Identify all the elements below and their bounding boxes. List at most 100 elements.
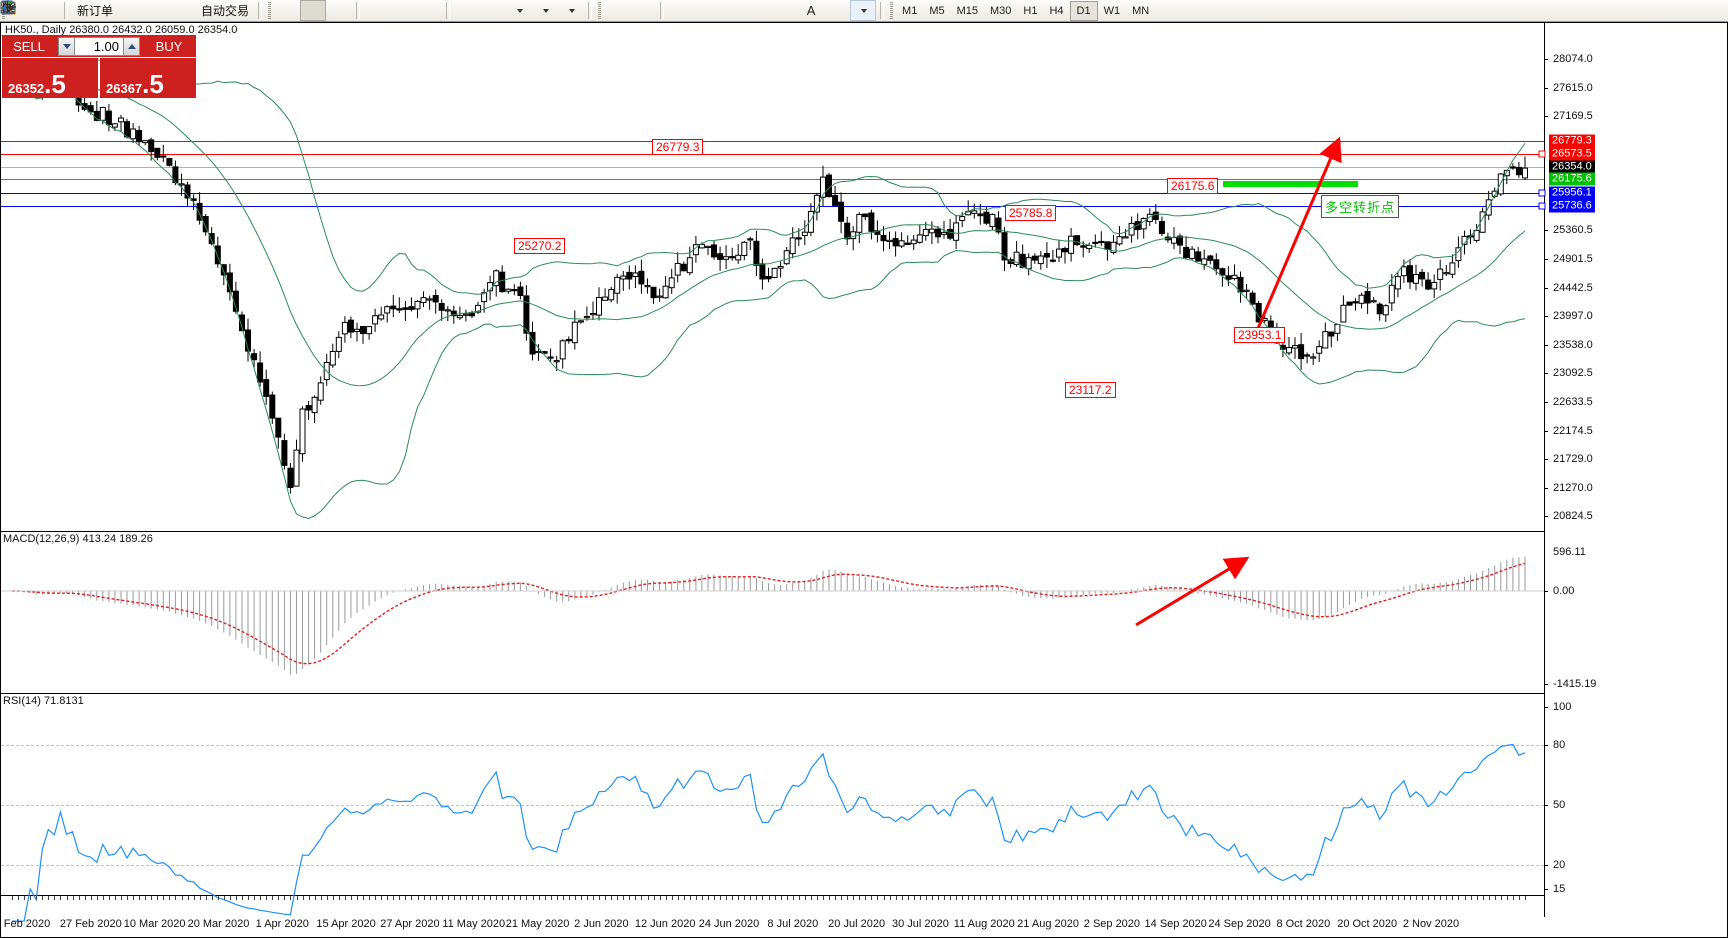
annotation-turning-point[interactable]: 多空转折点 xyxy=(1321,195,1400,218)
timeframe-w1[interactable]: W1 xyxy=(1103,4,1121,17)
date-axis-tick xyxy=(1349,896,1351,900)
rsi-level-80 xyxy=(1,745,1544,746)
support-zone-marker[interactable] xyxy=(1223,181,1358,187)
price-level-26175.6[interactable] xyxy=(1,178,1544,180)
rsi-axis-label: 100 xyxy=(1553,701,1572,713)
timeframe-d1[interactable]: D1 xyxy=(1069,0,1098,21)
price-level-25956.1[interactable] xyxy=(1,192,1544,194)
timeframe-m30[interactable]: M30 xyxy=(990,4,1012,17)
equidistant-channel-icon[interactable]: E xyxy=(1,0,772,21)
trendline-icon[interactable] xyxy=(2,0,746,21)
chevron-down-icon[interactable] xyxy=(860,8,867,13)
volume-stepper[interactable]: 1.00 xyxy=(56,35,142,57)
date-axis-tick xyxy=(913,896,915,900)
date-axis-label: 27 Feb 2020 xyxy=(59,918,122,930)
price-tag-26573.5[interactable]: 26573.5 xyxy=(1549,147,1595,161)
price-annotation[interactable]: 25785.8 xyxy=(1005,205,1057,221)
date-axis-tick xyxy=(986,896,988,900)
date-axis-tick xyxy=(338,896,340,900)
add-indicator-icon[interactable] xyxy=(0,0,532,21)
toolbar-grip[interactable] xyxy=(268,2,272,19)
date-axis-tick xyxy=(974,896,976,900)
text-tool-icon[interactable]: A xyxy=(798,0,824,21)
price-tag-26354.0[interactable]: 26354.0 xyxy=(1549,160,1595,174)
price-annotation[interactable]: 26779.3 xyxy=(652,139,704,155)
macd-panel-divider xyxy=(1,531,1544,532)
toolbar-grip[interactable] xyxy=(598,2,602,19)
sell-price-display[interactable]: 26352.5 xyxy=(2,58,98,98)
bullish-arrow-macd xyxy=(1135,556,1250,627)
volume-input[interactable]: 1.00 xyxy=(75,36,123,56)
cursor-icon[interactable] xyxy=(3,0,630,21)
price-annotation[interactable]: 23953.1 xyxy=(1234,327,1286,343)
timeframe-m5[interactable]: M5 xyxy=(929,4,945,17)
new-order-button[interactable]: 新订单 xyxy=(0,0,118,21)
price-tag-25736.6[interactable]: 25736.6 xyxy=(1549,199,1595,213)
templates-icon[interactable] xyxy=(0,0,584,21)
text-label-tool-icon[interactable]: T xyxy=(1,0,850,21)
date-axis-tick xyxy=(145,896,147,900)
price-tag-25956.1[interactable]: 25956.1 xyxy=(1549,186,1595,199)
chevron-down-icon[interactable] xyxy=(568,8,575,13)
buy-price-display[interactable]: 26367.5 xyxy=(100,58,196,98)
volume-decrease-button[interactable] xyxy=(58,36,75,56)
shift-start-icon[interactable] xyxy=(2,0,480,21)
price-tag-26779.3[interactable]: 26779.3 xyxy=(1549,134,1595,148)
candlestick-chart-icon[interactable] xyxy=(2,0,327,21)
shift-end-icon[interactable] xyxy=(2,0,506,21)
price-level-26573.5[interactable] xyxy=(1,153,1544,155)
timeframe-group: M1 M5 M15 M30 H1 H4 D1 W1 MN xyxy=(896,0,1155,21)
history-icon[interactable] xyxy=(1,0,144,21)
level-handle[interactable] xyxy=(1538,189,1546,196)
price-annotation[interactable]: 23117.2 xyxy=(1065,382,1116,398)
chevron-down-icon[interactable] xyxy=(516,8,523,13)
price-level-26354.0[interactable] xyxy=(1,167,1544,169)
vertical-line-icon[interactable] xyxy=(6,0,694,21)
crosshair-icon[interactable] xyxy=(2,0,656,21)
fibonacci-icon[interactable]: F xyxy=(2,0,798,21)
zoom-search-icon[interactable] xyxy=(1,0,60,21)
price-annotation[interactable]: 26175.6 xyxy=(1167,178,1219,194)
data-window-icon[interactable] xyxy=(1,0,442,21)
timeframe-m1[interactable]: M1 xyxy=(902,4,918,17)
level-handle[interactable] xyxy=(1538,150,1546,158)
price-level-25736.6[interactable] xyxy=(1,206,1544,208)
zoom-in-icon[interactable] xyxy=(1,0,390,21)
line-chart-icon[interactable] xyxy=(2,0,352,21)
zoom-out-icon[interactable] xyxy=(1,0,416,21)
toolbar-grip[interactable] xyxy=(890,2,894,19)
auto-trading-button[interactable]: 自动交易 xyxy=(1,0,254,21)
horizontal-line-icon[interactable] xyxy=(2,0,720,21)
date-axis-tick xyxy=(1089,896,1091,900)
date-axis-tick xyxy=(574,896,576,900)
price-tag-26175.6[interactable]: 26175.6 xyxy=(1549,172,1595,186)
sell-button[interactable]: SELL xyxy=(2,35,56,57)
date-axis-tick xyxy=(326,896,328,900)
chart-window[interactable]: HK50., Daily 26380.0 26432.0 26059.0 263… xyxy=(0,22,1728,938)
rsi-series xyxy=(12,743,1526,922)
date-axis-tick xyxy=(1204,896,1206,900)
date-axis-tick xyxy=(1143,896,1145,900)
chart-plot-area[interactable]: HK50., Daily 26380.0 26432.0 26059.0 263… xyxy=(1,23,1727,937)
one-click-trading-panel[interactable]: SELL 1.00 BUY 26352.5 26367.5 xyxy=(2,35,196,113)
arrows-icon[interactable] xyxy=(2,0,877,21)
timeframe-h1[interactable]: H1 xyxy=(1023,4,1038,17)
timeframe-h4[interactable]: H4 xyxy=(1049,4,1064,17)
timeframe-m15[interactable]: M15 xyxy=(956,4,978,17)
date-axis-tick xyxy=(272,896,274,900)
date-axis-tick xyxy=(732,896,734,900)
cloud-icon[interactable] xyxy=(0,0,170,21)
buy-button[interactable]: BUY xyxy=(142,35,196,57)
bar-chart-icon[interactable] xyxy=(2,0,300,21)
volume-increase-button[interactable] xyxy=(123,36,140,56)
date-axis-tick xyxy=(804,896,806,900)
price-annotation[interactable]: 25270.2 xyxy=(514,238,566,254)
price-level-26779.3[interactable] xyxy=(1,140,1544,142)
signal-icon[interactable] xyxy=(0,0,196,21)
price-axis-label: 24901.5 xyxy=(1553,252,1593,265)
date-axis-tick xyxy=(1506,896,1508,900)
chevron-down-icon[interactable] xyxy=(542,8,549,13)
level-handle[interactable] xyxy=(1538,202,1546,210)
period-clock-icon[interactable] xyxy=(1,0,558,21)
timeframe-mn[interactable]: MN xyxy=(1132,4,1150,17)
